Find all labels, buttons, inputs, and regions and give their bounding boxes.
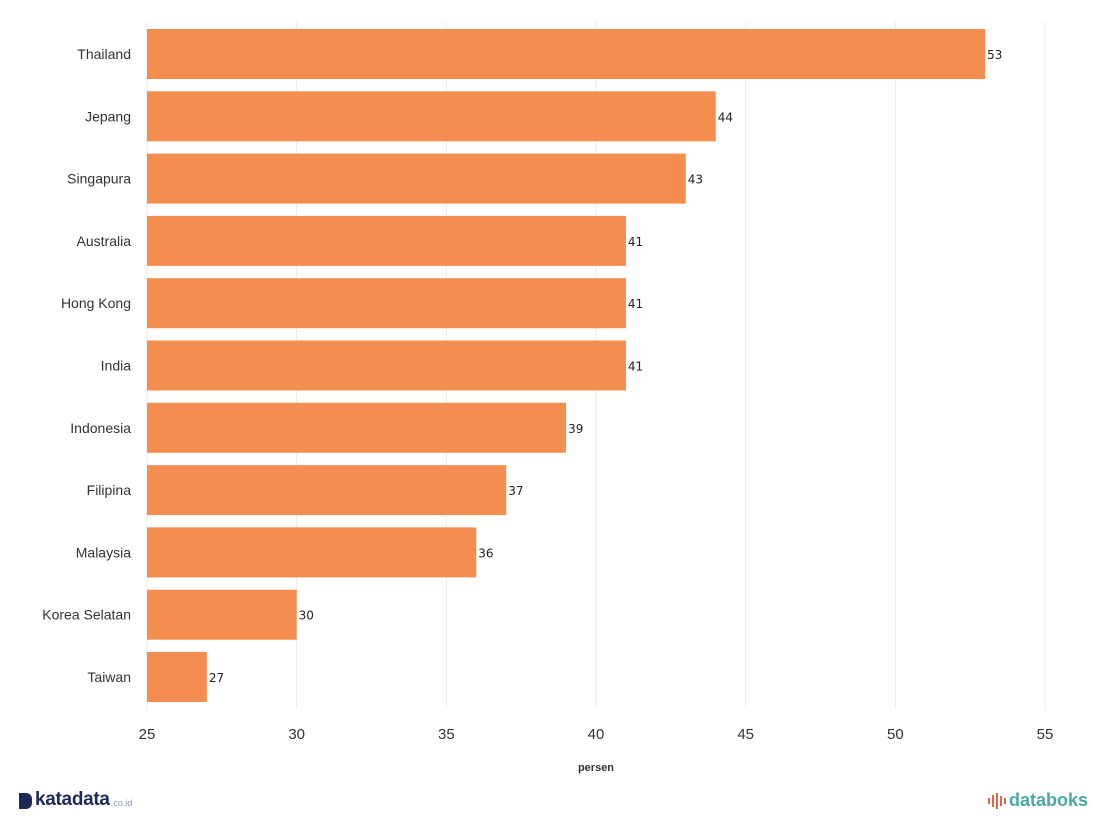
bar <box>147 527 477 578</box>
data-label: 43 <box>688 173 703 187</box>
data-label: 27 <box>209 671 224 685</box>
category-label: Filipina <box>87 482 132 498</box>
data-label: 41 <box>628 235 643 249</box>
category-label: Taiwan <box>87 669 131 685</box>
bar <box>147 465 507 516</box>
bar <box>147 278 626 329</box>
x-tick-label: 45 <box>737 726 754 743</box>
category-label: Jepang <box>85 108 131 124</box>
bar <box>147 340 626 391</box>
x-tick-label: 35 <box>438 726 455 743</box>
bar <box>147 91 716 142</box>
x-tick-label: 25 <box>139 726 156 743</box>
bar <box>147 402 567 453</box>
katadata-logo: katadata .co.id <box>19 789 133 810</box>
bar <box>147 589 297 640</box>
bar <box>147 153 686 204</box>
bar <box>147 652 207 702</box>
data-label: 36 <box>478 546 493 560</box>
data-label: 30 <box>299 609 314 623</box>
category-label: India <box>101 358 132 374</box>
katadata-logo-text: katadata <box>35 789 110 810</box>
x-tick-label: 40 <box>588 726 605 743</box>
category-label: Hong Kong <box>61 295 131 311</box>
databoks-logo-icon <box>988 792 1006 809</box>
x-axis-title: persen <box>578 762 614 774</box>
category-label: Indonesia <box>70 420 131 436</box>
bar-chart: 25 30 35 40 45 50 55 Thailand 53 Jepang 44 Singapur… <box>42 22 1054 774</box>
data-label: 41 <box>628 297 643 311</box>
x-tick-label: 50 <box>887 726 904 743</box>
category-label: Malaysia <box>76 544 131 560</box>
data-label: 44 <box>718 110 733 124</box>
x-tick-label: 30 <box>288 726 305 743</box>
data-label: 53 <box>987 48 1002 62</box>
katadata-logo-icon <box>19 793 32 809</box>
data-label: 39 <box>568 422 583 436</box>
category-label: Singapura <box>67 171 131 187</box>
data-label: 37 <box>508 484 523 498</box>
bar <box>147 29 986 79</box>
katadata-logo-suffix: .co.id <box>110 798 133 808</box>
data-label: 41 <box>628 360 643 374</box>
databoks-logo: databoks <box>988 790 1088 811</box>
category-label: Thailand <box>77 46 131 62</box>
databoks-logo-text: databoks <box>1009 790 1089 810</box>
x-tick-label: 55 <box>1037 726 1054 743</box>
bar <box>147 215 626 266</box>
category-label: Korea Selatan <box>42 607 131 623</box>
category-label: Australia <box>77 233 132 249</box>
